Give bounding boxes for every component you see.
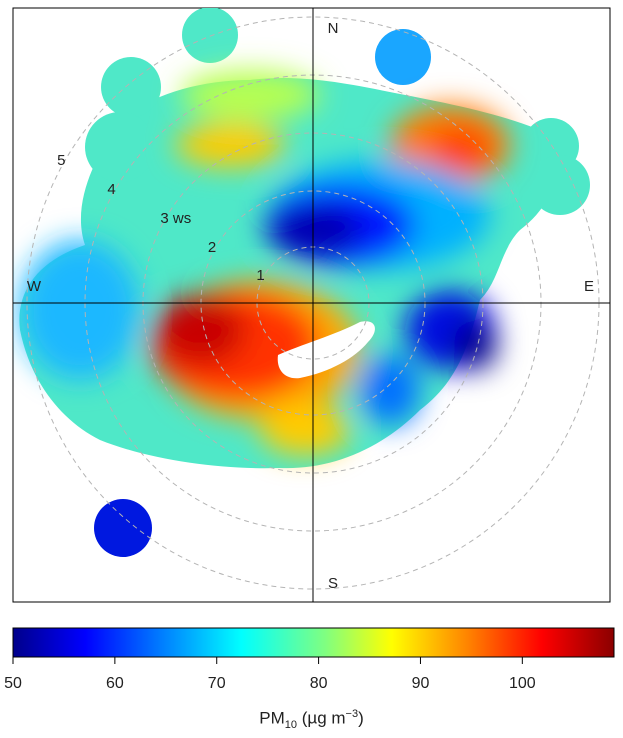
radial-tick-5: 5	[57, 152, 65, 169]
colorbar-title: PM10 (µg m−3)	[259, 708, 364, 732]
colorbar-tick-label: 60	[106, 675, 124, 692]
radial-tick-labels: 1 2 3 ws 4 5	[57, 152, 265, 284]
no-data-hole	[277, 321, 375, 379]
radial-tick-3: 3 ws	[160, 210, 191, 227]
colorbar-tick-label: 90	[412, 675, 430, 692]
compass-w: W	[27, 278, 42, 295]
radial-tick-1: 1	[256, 267, 264, 284]
colorbar-tick-label: 50	[4, 675, 22, 692]
colorbar	[12, 627, 615, 658]
compass-n: N	[328, 20, 339, 37]
colorbar-tick-label: 80	[310, 675, 328, 692]
colorbar-ticks: 50 60 70 80 90 100	[4, 657, 536, 692]
outlier-north	[375, 29, 431, 85]
colorbar-tick-label: 100	[509, 675, 536, 692]
compass-s: S	[328, 575, 338, 592]
radial-tick-2: 2	[208, 239, 216, 256]
compass-e: E	[584, 278, 594, 295]
concentration-field	[20, 70, 510, 455]
radial-tick-4: 4	[107, 181, 115, 198]
outlier-southwest	[94, 499, 152, 557]
colorbar-tick-label: 70	[208, 675, 226, 692]
